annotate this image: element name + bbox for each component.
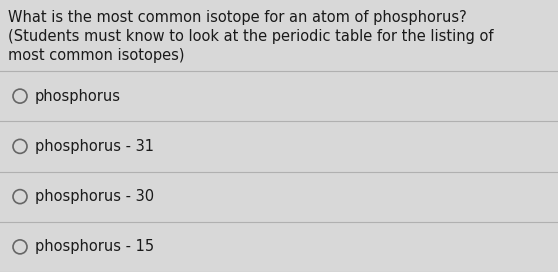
Text: most common isotopes): most common isotopes): [8, 48, 185, 63]
Text: What is the most common isotope for an atom of phosphorus?: What is the most common isotope for an a…: [8, 10, 466, 25]
Text: (Students must know to look at the periodic table for the listing of: (Students must know to look at the perio…: [8, 29, 493, 44]
Text: phosphorus - 15: phosphorus - 15: [35, 239, 154, 254]
Text: phosphorus: phosphorus: [35, 89, 121, 104]
Text: phosphorus - 30: phosphorus - 30: [35, 189, 154, 204]
Text: phosphorus - 31: phosphorus - 31: [35, 139, 154, 154]
